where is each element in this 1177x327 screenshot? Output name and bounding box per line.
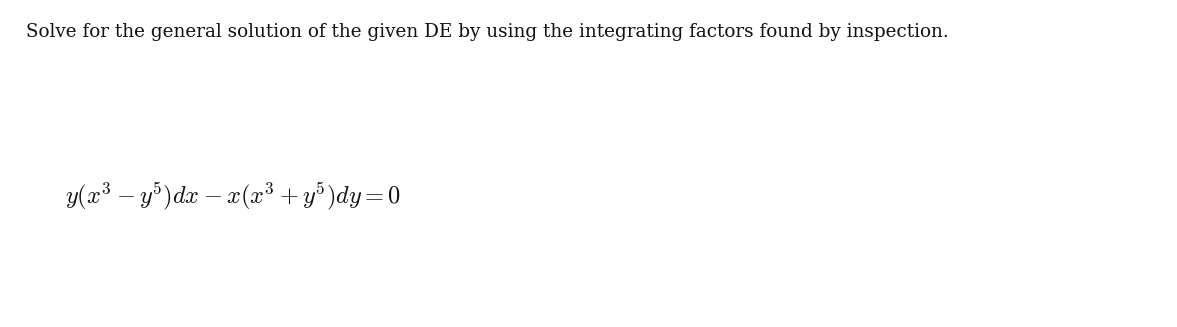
Text: Solve for the general solution of the given DE by using the integrating factors : Solve for the general solution of the gi… xyxy=(26,23,949,41)
Text: $y(x^3 - y^5)dx - x(x^3 + y^5)dy = 0$: $y(x^3 - y^5)dx - x(x^3 + y^5)dy = 0$ xyxy=(65,180,400,212)
